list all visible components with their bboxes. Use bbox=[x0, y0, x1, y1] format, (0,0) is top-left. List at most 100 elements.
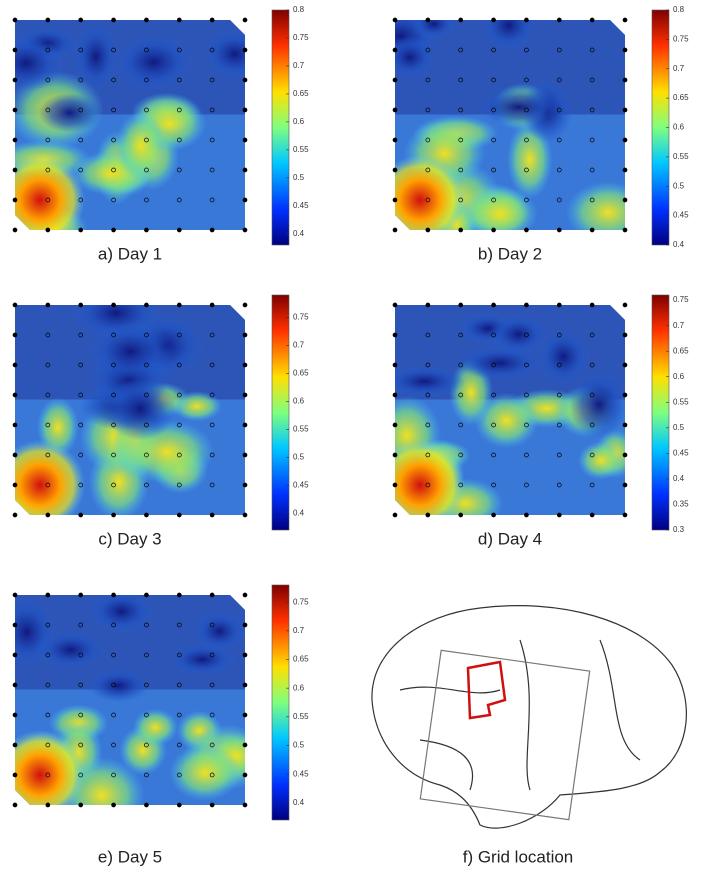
colorbar-tick-label: 0.7 bbox=[293, 61, 305, 70]
colorbar-tick-label: 0.55 bbox=[293, 145, 309, 154]
electrode bbox=[242, 592, 248, 598]
electrode bbox=[491, 77, 496, 83]
electrode bbox=[491, 362, 496, 368]
brain-drawing bbox=[371, 605, 687, 829]
electrode bbox=[589, 332, 595, 338]
electrode bbox=[144, 652, 149, 658]
electrode bbox=[458, 422, 464, 428]
electrode bbox=[392, 362, 398, 368]
electrode bbox=[45, 107, 51, 113]
electrode bbox=[425, 137, 431, 143]
electrode bbox=[12, 392, 18, 398]
electrode bbox=[111, 512, 116, 518]
electrode bbox=[589, 197, 595, 203]
electrode bbox=[12, 107, 18, 113]
electrode bbox=[144, 392, 149, 398]
electrode bbox=[78, 332, 84, 338]
electrode bbox=[12, 772, 18, 778]
electrode bbox=[556, 77, 562, 83]
electrode bbox=[144, 227, 149, 233]
colorbar-tick-label: 0.7 bbox=[673, 64, 685, 73]
electrode bbox=[209, 227, 215, 233]
electrode bbox=[491, 512, 496, 518]
electrode bbox=[556, 107, 562, 113]
electrode bbox=[144, 742, 149, 748]
electrode bbox=[524, 302, 529, 308]
electrode bbox=[242, 77, 248, 83]
cold-blob bbox=[481, 20, 536, 51]
electrode bbox=[144, 77, 149, 83]
colorbar-tick-label: 0.55 bbox=[293, 712, 309, 721]
electrode bbox=[45, 592, 51, 598]
electrode bbox=[392, 302, 398, 308]
electrode bbox=[209, 742, 215, 748]
electrode bbox=[45, 802, 51, 808]
heat-blob bbox=[169, 744, 241, 801]
caption: c) Day 3 bbox=[98, 529, 161, 548]
caption: b) Day 2 bbox=[478, 244, 542, 263]
colorbar-tick-label: 0.7 bbox=[293, 626, 305, 635]
electrode bbox=[622, 77, 628, 83]
electrode bbox=[242, 482, 248, 488]
electrode bbox=[111, 167, 116, 173]
electrode bbox=[144, 107, 149, 113]
colorbar-tick-label: 0.75 bbox=[673, 34, 689, 43]
electrode bbox=[425, 392, 431, 398]
electrode bbox=[491, 47, 496, 53]
colorbar-tick-label: 0.5 bbox=[673, 423, 685, 432]
electrode bbox=[144, 712, 149, 718]
electrode bbox=[144, 452, 149, 458]
electrode bbox=[458, 77, 464, 83]
electrode bbox=[589, 452, 595, 458]
electrode bbox=[491, 137, 496, 143]
electrode bbox=[209, 332, 215, 338]
colorbar-tick-label: 0.6 bbox=[673, 372, 685, 381]
cold-blob bbox=[168, 643, 236, 676]
electrode bbox=[622, 362, 628, 368]
electrode bbox=[242, 652, 248, 658]
electrode bbox=[78, 682, 84, 688]
electrode bbox=[589, 422, 595, 428]
electrode bbox=[45, 652, 51, 658]
electrode bbox=[392, 227, 398, 233]
electrode bbox=[111, 332, 116, 338]
electrode bbox=[176, 652, 182, 658]
electrode bbox=[45, 137, 51, 143]
colorbar-tick-label: 0.6 bbox=[293, 396, 305, 405]
electrode bbox=[458, 392, 464, 398]
cold-blob bbox=[104, 377, 177, 441]
electrode bbox=[176, 422, 182, 428]
colorbar-tick-label: 0.4 bbox=[293, 508, 305, 517]
electrode bbox=[176, 712, 182, 718]
colorbar-tick-label: 0.4 bbox=[293, 798, 305, 807]
electrode bbox=[524, 197, 529, 203]
electrode bbox=[491, 107, 496, 113]
electrode bbox=[589, 227, 595, 233]
electrode bbox=[556, 47, 562, 53]
electrode bbox=[45, 712, 51, 718]
electrode bbox=[111, 302, 116, 308]
colorbar-tick-label: 0.65 bbox=[293, 89, 309, 98]
heat-blob bbox=[565, 181, 625, 230]
cold-blob bbox=[89, 595, 154, 633]
colorbar-tick-label: 0.6 bbox=[293, 117, 305, 126]
electrode bbox=[589, 167, 595, 173]
electrode bbox=[242, 392, 248, 398]
electrode bbox=[209, 77, 215, 83]
heatmap bbox=[15, 595, 245, 805]
electrode bbox=[144, 362, 149, 368]
electrode bbox=[622, 392, 628, 398]
electrode bbox=[111, 652, 116, 658]
electrode bbox=[12, 422, 18, 428]
colorbar-tick-label: 0.75 bbox=[293, 312, 309, 321]
cold-blob bbox=[411, 20, 456, 40]
colorbar-tick-label: 0.35 bbox=[673, 500, 689, 509]
electrode bbox=[242, 422, 248, 428]
electrode bbox=[144, 47, 149, 53]
electrode bbox=[524, 227, 529, 233]
electrode bbox=[556, 482, 562, 488]
electrode bbox=[111, 362, 116, 368]
electrode bbox=[458, 362, 464, 368]
electrode bbox=[176, 77, 182, 83]
electrode bbox=[458, 107, 464, 113]
